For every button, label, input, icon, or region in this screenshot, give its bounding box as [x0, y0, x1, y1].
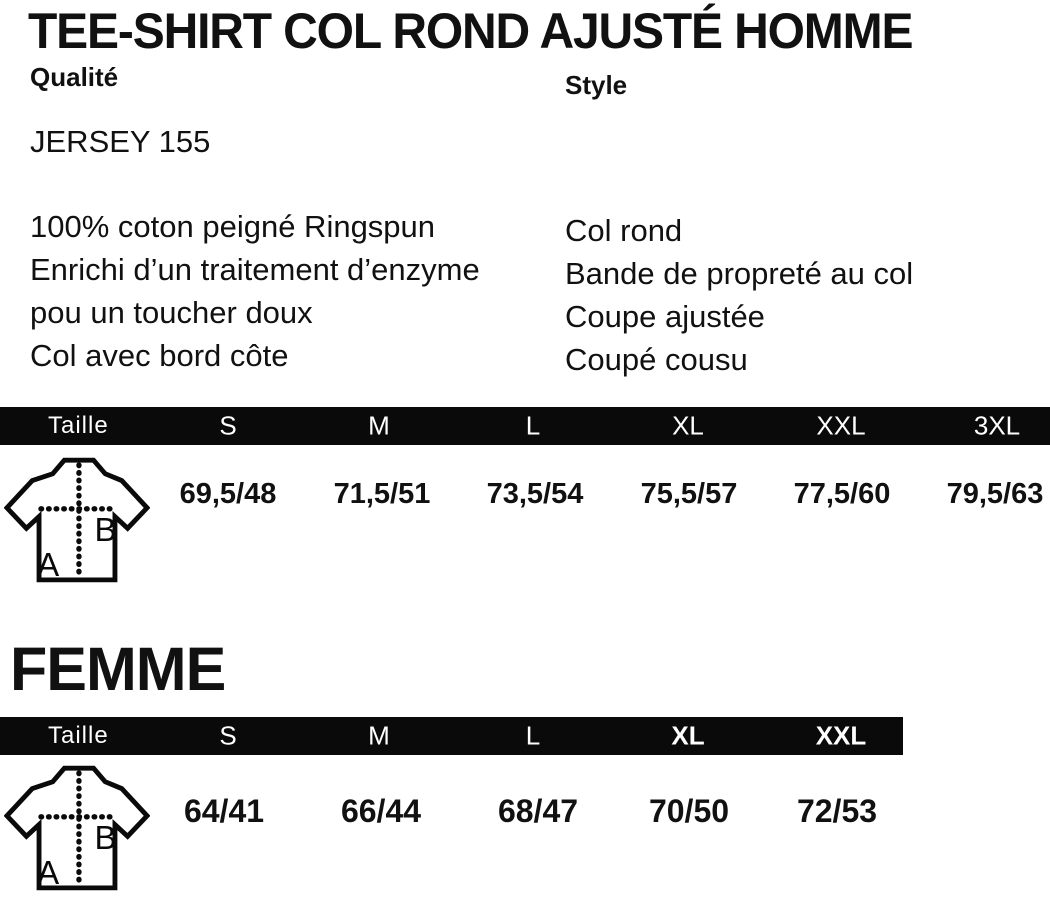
women-measurement-xl: 70/50: [648, 793, 730, 829]
women-size-header-bar: Taille S M L XL XXL: [0, 717, 903, 755]
women-size-col-l: L: [525, 720, 541, 751]
women-measurement-s: 64/41: [183, 793, 265, 829]
women-size-col-m: M: [368, 720, 390, 751]
women-size-col-xl: XL: [671, 720, 705, 751]
quality-description: 100% coton peigné Ringspun Enrichi d’un …: [30, 205, 480, 377]
women-size-col-s: S: [219, 720, 237, 751]
women-section-heading: FEMME: [10, 635, 226, 703]
men-measurement-s: 69,5/48: [179, 478, 277, 510]
men-size-col-3xl: 3XL: [973, 410, 1021, 441]
men-size-row-label: Taille: [48, 412, 109, 439]
style-line: Coupe ajustée: [565, 299, 765, 334]
men-size-col-s: S: [219, 410, 237, 441]
quality-line: Enrichi d’un traitement d’enzyme: [30, 252, 480, 287]
style-line: Coupé cousu: [565, 342, 748, 377]
men-measurement-3xl: 79,5/63: [946, 478, 1044, 510]
women-size-col-xxl: XXL: [815, 720, 867, 751]
men-measurement-xl: 75,5/57: [640, 478, 738, 510]
women-measurement-xxl: 72/53: [796, 793, 878, 829]
quality-heading: Qualité: [30, 62, 119, 92]
width-measure-label: B: [95, 512, 117, 549]
men-size-col-xl: XL: [672, 410, 704, 441]
men-size-header-bar: Taille S M L XL XXL 3XL: [0, 407, 1050, 445]
length-measure-label: A: [37, 547, 59, 584]
women-size-row-label: Taille: [48, 722, 109, 749]
women-measurement-l: 68/47: [497, 793, 579, 829]
men-size-col-m: M: [368, 410, 390, 441]
men-size-col-l: L: [525, 410, 541, 441]
men-measurement-xxl: 77,5/60: [793, 478, 891, 510]
style-line: Col rond: [565, 213, 683, 248]
quality-line: pou un toucher doux: [30, 295, 313, 330]
men-size-col-xxl: XXL: [816, 410, 866, 441]
page-title: TEE-SHIRT COL ROND AJUSTÉ HOMME: [28, 3, 913, 59]
men-measurement-m: 71,5/51: [333, 478, 431, 510]
style-line: Bande de propreté au col: [565, 256, 914, 291]
women-measurement-m: 66/44: [340, 793, 422, 829]
quality-line: Col avec bord côte: [30, 338, 289, 373]
style-description: Col rond Bande de propreté au col Coupe …: [565, 209, 913, 381]
tshirt-measurement-icon: A B: [4, 457, 150, 584]
men-measurement-l: 73,5/54: [486, 478, 584, 510]
width-measure-label: B: [95, 820, 117, 857]
quality-line: 100% coton peigné Ringspun: [30, 209, 436, 244]
tshirt-measurement-icon: A B: [4, 765, 150, 892]
length-measure-label: A: [37, 855, 59, 892]
fabric-name: JERSEY 155: [30, 124, 211, 159]
style-heading: Style: [565, 70, 628, 100]
